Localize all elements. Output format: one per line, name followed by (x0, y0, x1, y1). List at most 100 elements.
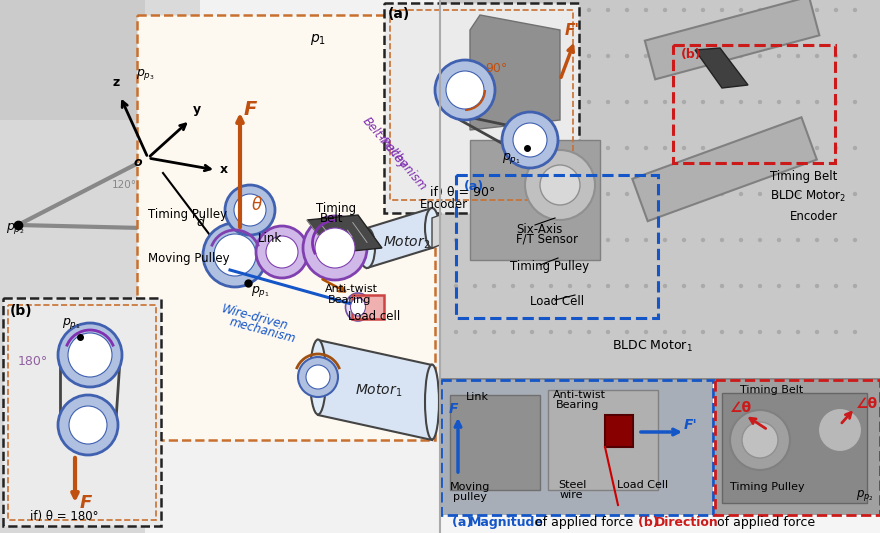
Circle shape (549, 238, 553, 241)
Circle shape (778, 238, 781, 241)
Circle shape (701, 330, 705, 334)
Circle shape (778, 9, 781, 12)
Circle shape (531, 192, 533, 196)
Text: F/T Sensor: F/T Sensor (516, 233, 578, 246)
Text: Timing: Timing (316, 202, 356, 215)
Circle shape (644, 101, 648, 103)
Circle shape (816, 238, 818, 241)
Ellipse shape (425, 208, 439, 248)
Bar (3, 298, 161, 526)
Circle shape (511, 54, 515, 58)
Circle shape (549, 285, 553, 287)
Circle shape (588, 285, 590, 287)
Circle shape (606, 192, 610, 196)
Circle shape (796, 147, 800, 149)
Text: of applied force: of applied force (713, 516, 815, 529)
Text: mechanism: mechanism (228, 316, 297, 346)
Circle shape (626, 9, 628, 12)
Circle shape (701, 192, 705, 196)
Circle shape (644, 238, 648, 241)
Circle shape (549, 54, 553, 58)
Circle shape (454, 147, 458, 149)
Text: Timing Pulley: Timing Pulley (148, 208, 227, 221)
Circle shape (759, 330, 761, 334)
Circle shape (568, 330, 571, 334)
Bar (715, 380, 880, 515)
Circle shape (454, 192, 458, 196)
Ellipse shape (310, 340, 326, 415)
Circle shape (511, 238, 515, 241)
Circle shape (854, 238, 856, 241)
Circle shape (606, 238, 610, 241)
Circle shape (69, 406, 107, 444)
Circle shape (664, 9, 666, 12)
Bar (8, 305, 156, 520)
Circle shape (315, 228, 355, 268)
Circle shape (683, 285, 686, 287)
Circle shape (701, 238, 705, 241)
Circle shape (493, 9, 495, 12)
Circle shape (664, 101, 666, 103)
Circle shape (834, 192, 838, 196)
Bar (450, 395, 540, 490)
Circle shape (473, 330, 476, 334)
Circle shape (683, 9, 686, 12)
Circle shape (493, 330, 495, 334)
Circle shape (256, 226, 308, 278)
Bar (470, 140, 600, 260)
Text: (b): (b) (638, 516, 663, 529)
Circle shape (203, 223, 267, 287)
Circle shape (588, 9, 590, 12)
Circle shape (739, 101, 743, 103)
Circle shape (531, 54, 533, 58)
Circle shape (493, 54, 495, 58)
Text: Anti-twist: Anti-twist (553, 390, 606, 400)
Text: Anti-twist: Anti-twist (325, 284, 378, 294)
Circle shape (664, 192, 666, 196)
Circle shape (626, 54, 628, 58)
Circle shape (549, 9, 553, 12)
Circle shape (739, 330, 743, 334)
Circle shape (759, 285, 761, 287)
Circle shape (588, 330, 590, 334)
Circle shape (644, 147, 648, 149)
Circle shape (683, 330, 686, 334)
Circle shape (739, 54, 743, 58)
Circle shape (568, 147, 571, 149)
Polygon shape (645, 0, 819, 79)
Circle shape (796, 101, 800, 103)
Circle shape (531, 101, 533, 103)
Bar (548, 390, 658, 490)
Polygon shape (367, 208, 432, 268)
Text: $p_{p_1}$: $p_{p_1}$ (251, 284, 270, 299)
Circle shape (721, 54, 723, 58)
Text: Steel: Steel (558, 480, 586, 490)
Circle shape (739, 192, 743, 196)
Polygon shape (470, 15, 560, 130)
Circle shape (626, 238, 628, 241)
Bar (441, 380, 713, 515)
Circle shape (721, 238, 723, 241)
Circle shape (473, 147, 476, 149)
Circle shape (759, 54, 761, 58)
Circle shape (493, 238, 495, 241)
Circle shape (644, 192, 648, 196)
Circle shape (683, 238, 686, 241)
Circle shape (816, 147, 818, 149)
Circle shape (454, 238, 458, 241)
Circle shape (854, 147, 856, 149)
Circle shape (454, 101, 458, 103)
Circle shape (644, 54, 648, 58)
Circle shape (778, 192, 781, 196)
Circle shape (588, 54, 590, 58)
Circle shape (454, 54, 458, 58)
Circle shape (606, 285, 610, 287)
Circle shape (644, 330, 648, 334)
Circle shape (266, 236, 298, 268)
Circle shape (473, 101, 476, 103)
Circle shape (588, 101, 590, 103)
Text: Bearing: Bearing (328, 295, 371, 305)
Circle shape (303, 216, 367, 280)
Bar (390, 10, 573, 200)
Text: Magnitude: Magnitude (469, 516, 544, 529)
